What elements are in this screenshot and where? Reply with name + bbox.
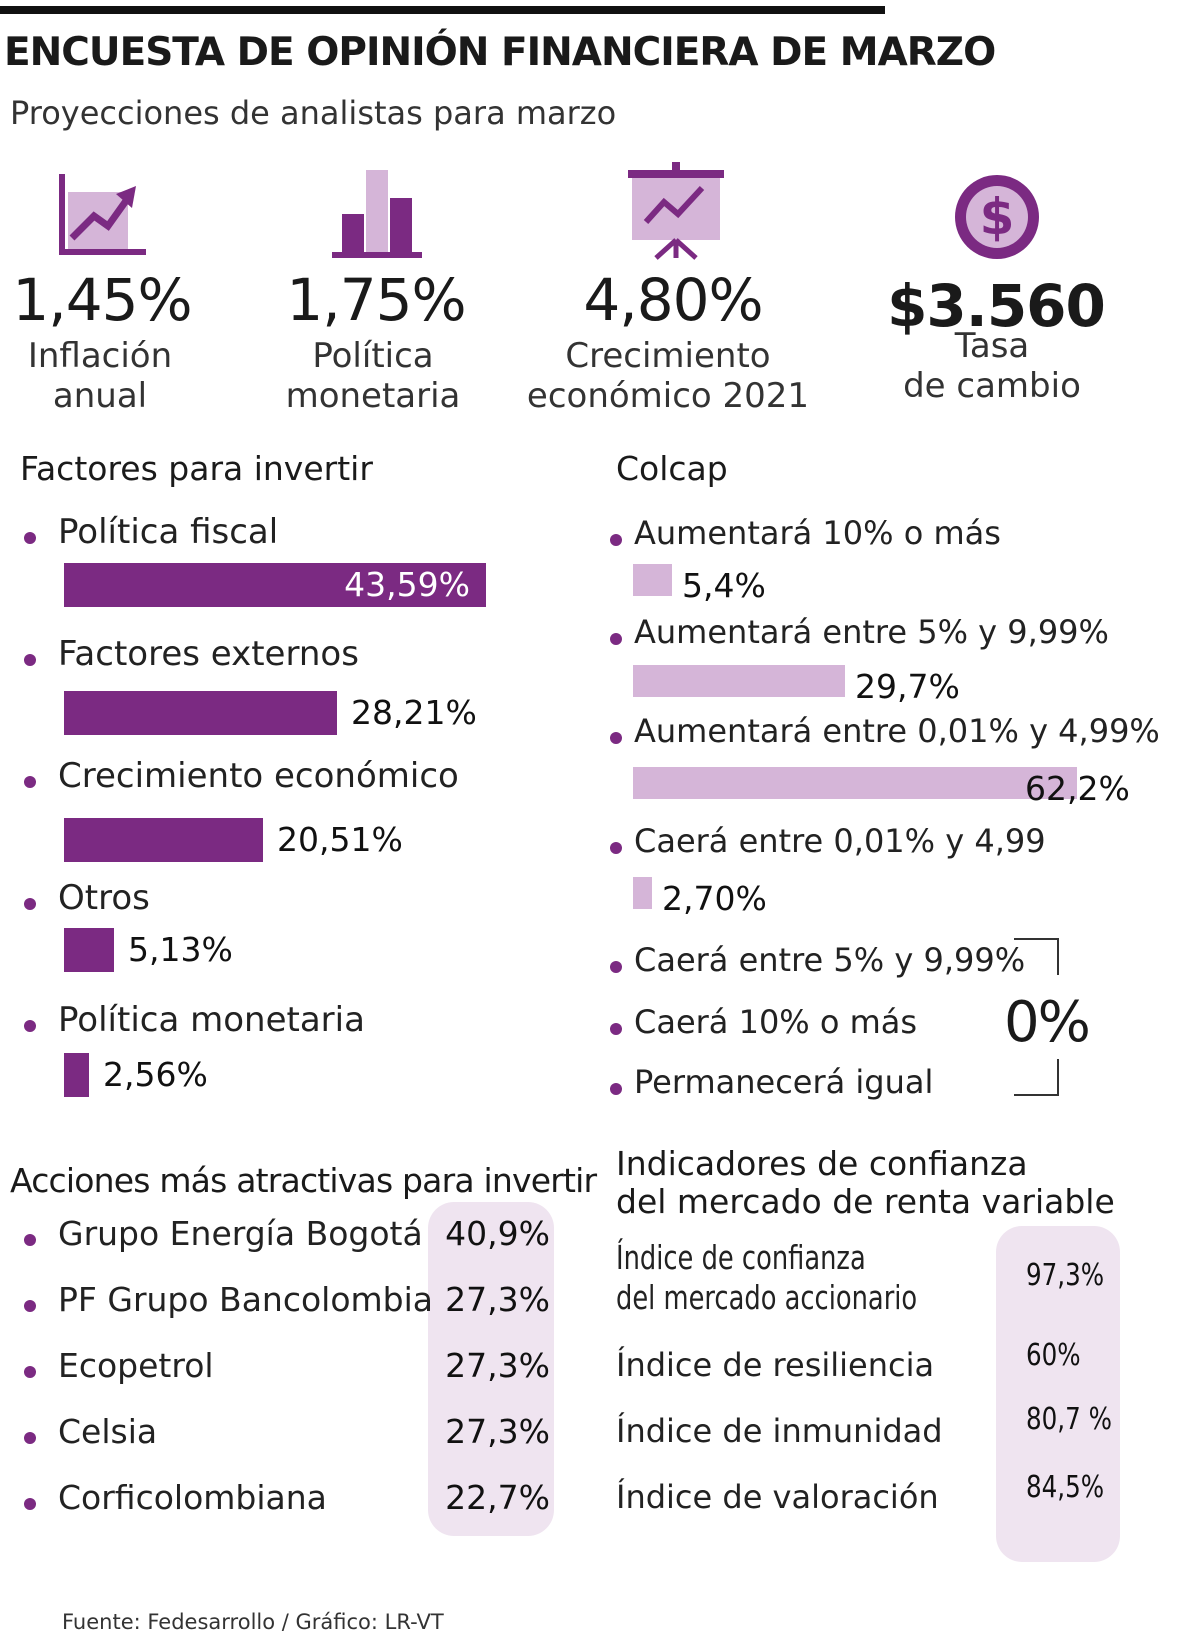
colcap-bullet bbox=[610, 534, 622, 546]
stock-label: Ecopetrol bbox=[58, 1346, 214, 1385]
source-footer: Fuente: Fedesarrollo / Gráfico: LR-VT bbox=[62, 1610, 444, 1634]
kpi-label-monetary: Política monetaria bbox=[285, 336, 461, 416]
zero-bracket bbox=[1014, 938, 1059, 1096]
resilience-index-value: 60% bbox=[1026, 1338, 1081, 1373]
factor-bar bbox=[64, 928, 114, 972]
stock-bullet bbox=[24, 1498, 36, 1510]
colcap-label: Caerá entre 0,01% y 4,99 bbox=[634, 822, 1046, 860]
colcap-value: 5,4% bbox=[682, 566, 766, 605]
colcap-label: Aumentará entre 0,01% y 4,99% bbox=[634, 712, 1160, 750]
kpi-value-inflation: 1,45% bbox=[12, 266, 192, 334]
stock-value: 27,3% bbox=[445, 1346, 550, 1385]
kpi-label-growth: Crecimiento económico 2021 bbox=[526, 336, 810, 416]
colcap-value: 2,70% bbox=[662, 879, 767, 918]
stock-label: PF Grupo Bancolombia bbox=[58, 1280, 434, 1319]
stock-label: Grupo Energía Bogotá bbox=[58, 1214, 423, 1253]
colcap-bar bbox=[633, 564, 672, 596]
colcap-zero-bullet bbox=[610, 1083, 622, 1095]
factor-label: Política monetaria bbox=[58, 1000, 365, 1040]
factor-label: Crecimiento económico bbox=[58, 756, 459, 796]
stock-value: 27,3% bbox=[445, 1280, 550, 1319]
bar-chart-icon bbox=[332, 170, 422, 258]
stocks-title: Acciones más atractivas para invertir bbox=[10, 1161, 597, 1200]
colcap-zero-label: Caerá 10% o más bbox=[634, 1003, 918, 1041]
zero-value: 0% bbox=[1004, 990, 1091, 1055]
colcap-label: Aumentará 10% o más bbox=[634, 514, 1001, 552]
confidence-value-pill bbox=[996, 1226, 1120, 1562]
page-subtitle: Proyecciones de analistas para marzo bbox=[10, 94, 617, 132]
factor-label: Otros bbox=[58, 878, 150, 918]
kpi-label-inflation: Inflación anual bbox=[27, 336, 173, 416]
kpi-value-growth: 4,80% bbox=[583, 266, 763, 334]
colcap-bullet bbox=[610, 633, 622, 645]
factor-bar bbox=[64, 563, 486, 607]
colcap-zero-label: Caerá entre 5% y 9,99% bbox=[634, 941, 1026, 979]
resilience-index-label: Índice de resiliencia bbox=[616, 1346, 935, 1384]
factor-value: 28,21% bbox=[351, 693, 477, 732]
stock-bullet bbox=[24, 1432, 36, 1444]
stock-bullet bbox=[24, 1366, 36, 1378]
colcap-zero-bullet bbox=[610, 961, 622, 973]
factor-bar bbox=[64, 691, 337, 735]
colcap-bullet bbox=[610, 732, 622, 744]
svg-text:$: $ bbox=[980, 188, 1015, 246]
presentation-board-icon bbox=[628, 162, 724, 260]
factor-bullet bbox=[24, 898, 36, 910]
colcap-bar bbox=[633, 877, 652, 909]
stock-label: Corficolombiana bbox=[58, 1478, 327, 1517]
factor-bullet bbox=[24, 532, 36, 544]
factor-bullet bbox=[24, 1020, 36, 1032]
factors-title: Factores para invertir bbox=[20, 449, 373, 488]
chart-growth-icon bbox=[59, 174, 146, 255]
stock-value: 27,3% bbox=[445, 1412, 550, 1451]
kpi-value-monetary: 1,75% bbox=[286, 266, 466, 334]
factor-label: Factores externos bbox=[58, 634, 359, 674]
page-title: ENCUESTA DE OPINIÓN FINANCIERA DE MARZO bbox=[4, 30, 996, 75]
kpi-label-exchange: Tasa de cambio bbox=[903, 326, 1081, 406]
stock-bullet bbox=[24, 1234, 36, 1246]
stocks-value-pill bbox=[428, 1202, 554, 1536]
colcap-title: Colcap bbox=[616, 449, 728, 488]
stock-value: 22,7% bbox=[445, 1478, 550, 1517]
factor-value: 20,51% bbox=[277, 820, 403, 859]
factor-bar bbox=[64, 1053, 89, 1097]
valuation-index-label: Índice de valoración bbox=[616, 1478, 939, 1516]
confidence-index-label: Índice de confianza del mercado accionar… bbox=[616, 1238, 918, 1317]
kpi-value-exchange: $3.560 bbox=[887, 272, 1106, 340]
colcap-bullet bbox=[610, 842, 622, 854]
factor-value: 43,59% bbox=[344, 565, 470, 604]
stock-value: 40,9% bbox=[445, 1214, 550, 1253]
factor-bullet bbox=[24, 776, 36, 788]
factor-value: 2,56% bbox=[103, 1055, 208, 1094]
colcap-zero-bullet bbox=[610, 1023, 622, 1035]
colcap-bar bbox=[633, 665, 845, 697]
colcap-value: 62,2% bbox=[1025, 769, 1130, 808]
confidence-index-value: 97,3% bbox=[1026, 1258, 1105, 1293]
stock-label: Celsia bbox=[58, 1412, 158, 1451]
colcap-zero-label: Permanecerá igual bbox=[634, 1063, 934, 1101]
immunity-index-label: Índice de inmunidad bbox=[616, 1412, 943, 1450]
valuation-index-value: 84,5% bbox=[1026, 1470, 1105, 1505]
immunity-index-value: 80,7 % bbox=[1026, 1402, 1112, 1437]
factor-bar bbox=[64, 818, 263, 862]
stock-bullet bbox=[24, 1300, 36, 1312]
top-rule bbox=[0, 6, 885, 14]
dollar-coin-icon: $ bbox=[955, 175, 1039, 259]
colcap-label: Aumentará entre 5% y 9,99% bbox=[634, 613, 1109, 651]
factor-value: 5,13% bbox=[128, 930, 233, 969]
colcap-value: 29,7% bbox=[855, 667, 960, 706]
factor-label: Política fiscal bbox=[58, 512, 279, 552]
factor-bullet bbox=[24, 654, 36, 666]
colcap-bar bbox=[633, 767, 1077, 799]
confidence-title: Indicadores de confianza del mercado de … bbox=[616, 1144, 1115, 1221]
